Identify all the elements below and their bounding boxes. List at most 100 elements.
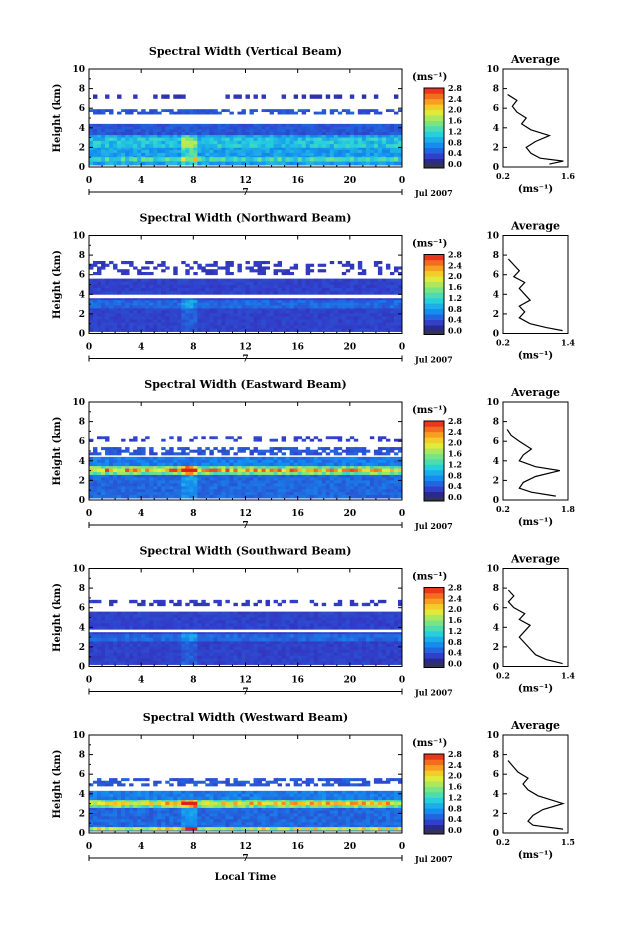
- heatmap-cell: [245, 483, 250, 487]
- heatmap-cell: [237, 483, 242, 487]
- heatmap-cell: [353, 291, 359, 295]
- heatmap-cell: [281, 157, 287, 162]
- heatmap-cell: [149, 300, 154, 304]
- heatmap-cell: [389, 465, 395, 470]
- heatmap-cell: [365, 123, 371, 127]
- heatmap-cell: [93, 140, 98, 145]
- heatmap-cell: [213, 146, 218, 151]
- heatmap-cell: [281, 271, 287, 276]
- heatmap-cell: [345, 126, 351, 130]
- heatmap-cell: [149, 319, 154, 323]
- heatmap-cell: [117, 468, 122, 472]
- heatmap-cell: [357, 447, 363, 451]
- heatmap-cell: [205, 492, 210, 496]
- heatmap-cell: [273, 328, 278, 332]
- heatmap-cell: [337, 468, 343, 472]
- heatmap-cell: [249, 456, 254, 461]
- heatmap-cell: [261, 129, 266, 133]
- heatmap-cell: [89, 123, 94, 127]
- heatmap-cell: [341, 137, 347, 142]
- heatmap-cell: [117, 495, 122, 499]
- heatmap-cell: [253, 291, 258, 295]
- heatmap-cell: [113, 266, 118, 270]
- heatmap-cell: [173, 492, 178, 496]
- heatmap-cell: [329, 134, 335, 139]
- heatmap-cell: [325, 452, 331, 456]
- heatmap-cell: [265, 310, 270, 314]
- heatmap-cell: [213, 483, 218, 487]
- heatmap-cell: [289, 305, 295, 309]
- heatmap-cell: [397, 474, 403, 478]
- heatmap-cell: [393, 291, 399, 295]
- heatmap-cell: [257, 263, 262, 267]
- heatmap-cell: [233, 157, 238, 162]
- heatmap-cell: [289, 449, 295, 453]
- heatmap-cell: [161, 456, 166, 461]
- heatmap-cell: [161, 313, 166, 317]
- heatmap-cell: [385, 456, 391, 461]
- heatmap-cell: [225, 313, 230, 317]
- heatmap-cell: [333, 495, 339, 499]
- heatmap-cell: [265, 305, 270, 309]
- heatmap-cell: [189, 111, 194, 115]
- heatmap-cell: [121, 328, 126, 332]
- heatmap-cell: [257, 278, 262, 283]
- heatmap-cell: [145, 302, 150, 306]
- heatmap-cell: [101, 310, 106, 314]
- heatmap-cell: [101, 465, 106, 470]
- heatmap-cell: [197, 310, 202, 314]
- heatmap-cell: [173, 94, 178, 99]
- heatmap-cell: [273, 152, 278, 157]
- heatmap-cell: [349, 281, 355, 286]
- heatmap-cell: [273, 319, 278, 323]
- heatmap-cell: [285, 486, 291, 490]
- heatmap-cell: [177, 322, 182, 326]
- heatmap-cell: [297, 495, 303, 499]
- heatmap-cell: [105, 126, 110, 130]
- heatmap-cell: [345, 328, 351, 332]
- heatmap-cell: [325, 477, 331, 481]
- heatmap-cell: [357, 260, 363, 265]
- heatmap-cell: [161, 307, 166, 311]
- heatmap-cell: [125, 140, 130, 145]
- heatmap-cell: [345, 471, 351, 475]
- heatmap-cell: [357, 300, 363, 304]
- heatmap-cell: [337, 436, 343, 440]
- heatmap-cell: [369, 468, 375, 472]
- heatmap-cell: [357, 456, 363, 461]
- heatmap-cell: [201, 291, 206, 295]
- heatmap-cell: [105, 325, 110, 329]
- heatmap-cell: [349, 134, 355, 139]
- heatmap-cell: [105, 436, 110, 440]
- heatmap-cell: [361, 449, 367, 453]
- heatmap-cell: [285, 111, 291, 115]
- heatmap-cell: [137, 447, 142, 451]
- heatmap-cell: [121, 126, 126, 130]
- heatmap-cell: [109, 288, 114, 292]
- heatmap-cell: [297, 288, 303, 292]
- heatmap-cell: [149, 477, 154, 481]
- heatmap-cell: [377, 152, 383, 157]
- heatmap-cell: [133, 486, 138, 490]
- heatmap-cell: [265, 322, 270, 326]
- heatmap-cell: [397, 313, 403, 317]
- heatmap-cell: [197, 477, 202, 481]
- heatmap-cell: [273, 313, 278, 317]
- heatmap-cell: [357, 492, 363, 496]
- heatmap-cell: [269, 278, 274, 283]
- heatmap-cell: [157, 111, 162, 115]
- heatmap-cell: [161, 140, 166, 145]
- heatmap-cell: [129, 157, 134, 162]
- heatmap-cell: [301, 319, 307, 323]
- heatmap-cell: [113, 465, 118, 470]
- heatmap-cell: [309, 465, 315, 470]
- heatmap-cell: [273, 137, 278, 142]
- heatmap-cell: [109, 319, 114, 323]
- heatmap-cell: [197, 322, 202, 326]
- heatmap-cell: [293, 131, 299, 136]
- heatmap-cell: [345, 131, 351, 136]
- heatmap-cell: [229, 152, 234, 157]
- heatmap-cell: [249, 269, 254, 273]
- heatmap-cell: [137, 459, 142, 464]
- heatmap-cell: [249, 162, 254, 166]
